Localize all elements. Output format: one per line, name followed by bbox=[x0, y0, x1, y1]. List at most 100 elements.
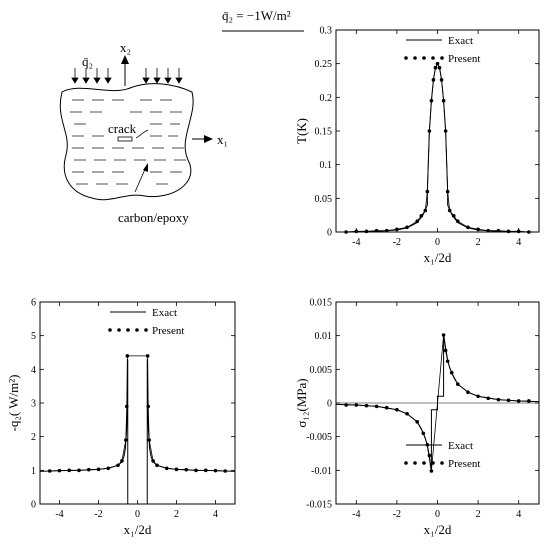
series-line-present bbox=[49, 355, 226, 472]
legend-label-present: Present bbox=[448, 53, 480, 65]
header-label-text: q̄₂ = −1W/m² bbox=[222, 8, 291, 23]
data-point-present bbox=[425, 189, 430, 194]
data-point-present bbox=[449, 370, 454, 375]
material-pointer bbox=[134, 166, 147, 193]
data-point-present bbox=[374, 228, 379, 233]
y-tick-label: -0.01 bbox=[311, 466, 332, 477]
data-point-present bbox=[354, 403, 359, 407]
data-point-present bbox=[441, 98, 446, 103]
data-point-present bbox=[506, 229, 511, 234]
data-point-present bbox=[506, 398, 511, 403]
data-point-present bbox=[203, 468, 208, 473]
y-tick-label: 1 bbox=[31, 466, 36, 477]
data-point-present bbox=[213, 468, 218, 473]
legend-swatch-dot bbox=[422, 461, 426, 465]
data-point-present bbox=[86, 467, 91, 472]
legend-label-present: Present bbox=[152, 325, 184, 337]
x-tick-label: -4 bbox=[352, 237, 360, 248]
data-point-present bbox=[344, 403, 348, 407]
plot-frame bbox=[335, 29, 540, 233]
data-point-present bbox=[423, 208, 428, 213]
series-line-exact bbox=[346, 62, 529, 232]
shear-stress-chart: -4 -2 0 2 4 -0.015 -0.01 -0.005 0 0.005 0.01 0.015 x… bbox=[294, 298, 540, 537]
data-point-present bbox=[486, 396, 491, 401]
data-point-present bbox=[476, 394, 480, 399]
data-point-present bbox=[151, 459, 155, 463]
data-point-present bbox=[427, 129, 432, 133]
legend-swatch-dot bbox=[440, 461, 444, 465]
data-point-present bbox=[496, 397, 501, 402]
body-outline bbox=[59, 83, 194, 201]
y-tick-label: 0.05 bbox=[315, 194, 333, 205]
data-point-present bbox=[124, 438, 128, 442]
data-point-present bbox=[415, 219, 420, 224]
data-point-present bbox=[344, 230, 348, 234]
schematic: q̄₂ x₂ x₁ crack carbon/epoxy bbox=[59, 40, 228, 225]
data-point-present bbox=[67, 468, 72, 473]
legend-swatch-dot bbox=[404, 56, 408, 60]
y-tick-label: 2 bbox=[31, 432, 36, 443]
data-point-present bbox=[527, 399, 531, 403]
series-line-present bbox=[346, 62, 529, 232]
y-tick-label: 3 bbox=[31, 399, 36, 410]
x-tick-label: -2 bbox=[393, 237, 401, 248]
data-point-present bbox=[447, 208, 452, 213]
y-tick-label: 0.2 bbox=[320, 93, 333, 104]
data-point-present bbox=[496, 228, 501, 233]
data-point-present bbox=[445, 359, 450, 364]
legend-label-exact: Exact bbox=[448, 35, 473, 47]
x-tick-label: 4 bbox=[516, 237, 521, 248]
legend-label-exact: Exact bbox=[152, 307, 177, 319]
data-point-present bbox=[395, 227, 399, 232]
heat-flux-chart: -4 -2 0 2 4 0 1 2 3 4 5 6 x₁/2d -q₂( W/m²) Exact Presen… bbox=[6, 298, 236, 537]
x-tick-label: 2 bbox=[476, 509, 481, 520]
data-point-present bbox=[431, 78, 436, 82]
data-point-present bbox=[384, 405, 389, 410]
data-point-present bbox=[441, 333, 446, 337]
data-point-present bbox=[443, 129, 448, 133]
data-point-present bbox=[429, 469, 434, 473]
y-tick-label: -0.005 bbox=[306, 432, 332, 443]
data-point-present bbox=[116, 463, 120, 468]
x-tick-label: -4 bbox=[55, 509, 63, 520]
data-point-present bbox=[435, 61, 440, 66]
x-tick-label: 2 bbox=[476, 237, 481, 248]
y-tick-label: 0.1 bbox=[320, 160, 333, 171]
y-tick-label: 0 bbox=[327, 399, 332, 410]
data-point-present bbox=[147, 438, 151, 442]
x-tick-label: 0 bbox=[435, 237, 440, 248]
crack-shape bbox=[117, 136, 133, 142]
x-tick-label: 2 bbox=[174, 509, 179, 520]
x-tick-label: 4 bbox=[213, 509, 218, 520]
y-tick-label: 5 bbox=[31, 331, 36, 342]
x-tick-label: 0 bbox=[435, 509, 440, 520]
legend-swatch-dot bbox=[135, 328, 139, 332]
legend-swatch-dot bbox=[126, 328, 130, 332]
data-point-present bbox=[445, 189, 450, 194]
data-point-present bbox=[174, 467, 179, 472]
y-tick-label: 0 bbox=[327, 228, 332, 239]
x1-label: x₁ bbox=[217, 132, 228, 147]
x2-axis-arrow bbox=[121, 55, 129, 86]
data-point-present bbox=[164, 466, 169, 471]
data-point-present bbox=[419, 214, 424, 218]
legend-swatch-dot bbox=[440, 56, 444, 60]
legend-swatch-dot bbox=[117, 328, 121, 332]
y-tick-label: 0.015 bbox=[310, 298, 333, 309]
data-point-present bbox=[57, 468, 62, 473]
data-point-present bbox=[106, 466, 111, 471]
crack-pointer bbox=[135, 129, 149, 139]
data-point-present bbox=[405, 411, 409, 416]
x-tick-label: -2 bbox=[94, 509, 102, 520]
data-point-present bbox=[466, 390, 470, 395]
data-point-present bbox=[451, 214, 456, 218]
data-point-present bbox=[439, 78, 444, 82]
x-tick-label: 4 bbox=[516, 509, 521, 520]
material-label: carbon/epoxy bbox=[118, 210, 189, 225]
y-tick-label: 0 bbox=[31, 500, 36, 511]
data-point-present bbox=[194, 468, 198, 473]
data-point-present bbox=[374, 404, 379, 409]
data-point-present bbox=[155, 463, 159, 468]
data-point-present bbox=[437, 65, 442, 70]
